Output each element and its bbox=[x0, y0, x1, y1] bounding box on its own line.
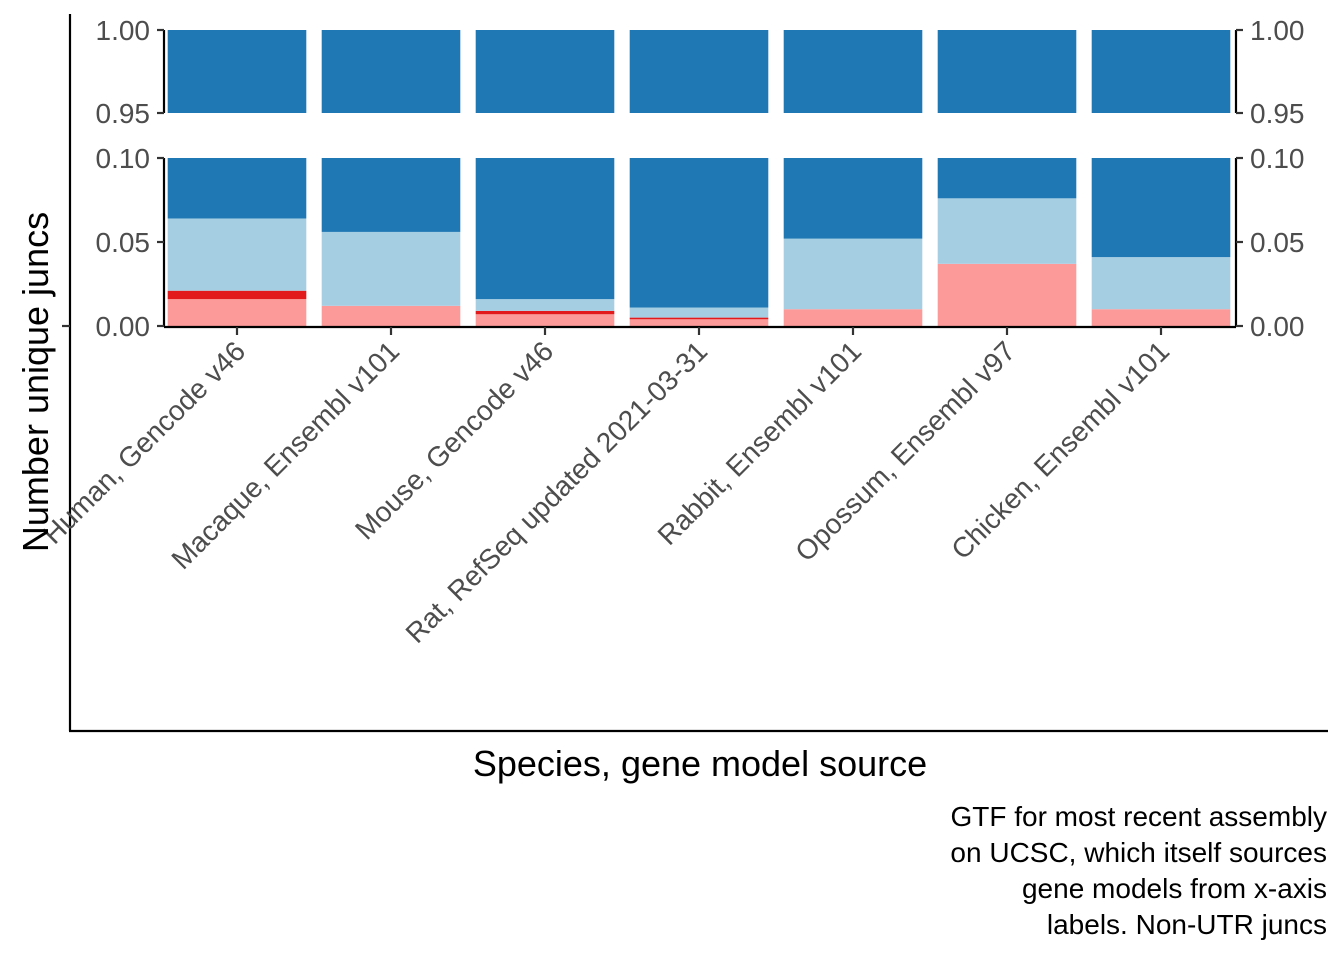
caption-line-1: GTF for most recent assembly bbox=[950, 801, 1327, 832]
y-tick-label-left-p2-2: 0.10 bbox=[96, 143, 151, 174]
axes-layer bbox=[62, 14, 1328, 733]
bar-segment-2-s3-p2 bbox=[321, 231, 461, 306]
x-tick-label-4: Rat, RefSeq updated 2021-03-31 bbox=[400, 335, 714, 649]
bar-segment-5-s1-p2 bbox=[783, 309, 923, 326]
bar-segment-6-s3-p2 bbox=[937, 198, 1077, 264]
y-tick-label-right-p2-1: 0.05 bbox=[1250, 227, 1305, 258]
y-axis-title: Number unique juncs bbox=[15, 212, 56, 552]
y-tick-label-right-p1-0: 0.95 bbox=[1250, 98, 1305, 129]
bar-segment-3-s1-p2 bbox=[475, 314, 615, 326]
bar-segment-3-s4-p1 bbox=[475, 30, 615, 113]
y-tick-label-left-p1-1: 1.00 bbox=[96, 15, 151, 46]
bar-segment-4-s4-p1 bbox=[629, 30, 769, 113]
bar-segment-1-s4-p2 bbox=[167, 158, 307, 219]
bar-segment-1-s1-p2 bbox=[167, 299, 307, 326]
bar-segment-4-s4-p2 bbox=[629, 158, 769, 308]
y-tick-label-left-p1-0: 0.95 bbox=[96, 98, 151, 129]
y-tick-label-right-p1-1: 1.00 bbox=[1250, 15, 1305, 46]
bar-segment-3-s4-p2 bbox=[475, 158, 615, 300]
caption-line-4: labels. Non-UTR juncs bbox=[1047, 909, 1327, 940]
bar-segment-7-s4-p2 bbox=[1091, 158, 1231, 258]
bar-segment-4-s1-p2 bbox=[629, 319, 769, 326]
caption-line-2: on UCSC, which itself sources bbox=[950, 837, 1327, 868]
bar-segment-7-s1-p2 bbox=[1091, 309, 1231, 326]
bar-segment-6-s1-p2 bbox=[937, 263, 1077, 326]
bar-segment-7-s4-p1 bbox=[1091, 30, 1231, 113]
y-tick-label-left-p2-1: 0.05 bbox=[96, 227, 151, 258]
bar-segment-3-s3-p2 bbox=[475, 299, 615, 311]
bar-segment-4-s3-p2 bbox=[629, 307, 769, 318]
bar-segment-2-s1-p2 bbox=[321, 305, 461, 326]
bar-segment-2-s4-p2 bbox=[321, 158, 461, 232]
bar-segment-5-s4-p1 bbox=[783, 30, 923, 113]
bar-segment-7-s3-p2 bbox=[1091, 257, 1231, 310]
caption-line-3: gene models from x-axis bbox=[1022, 873, 1327, 904]
bars-layer bbox=[167, 30, 1231, 326]
bar-segment-1-s2-p2 bbox=[167, 290, 307, 300]
bar-segment-4-s2-p2 bbox=[629, 317, 769, 320]
y-tick-label-left-p2-0: 0.00 bbox=[96, 311, 151, 342]
bar-segment-6-s4-p2 bbox=[937, 158, 1077, 199]
bar-segment-1-s3-p2 bbox=[167, 218, 307, 291]
caption: GTF for most recent assembly on UCSC, whi… bbox=[950, 801, 1327, 940]
bar-segment-6-s4-p1 bbox=[937, 30, 1077, 113]
y-tick-label-right-p2-0: 0.00 bbox=[1250, 311, 1305, 342]
bar-segment-5-s4-p2 bbox=[783, 158, 923, 239]
bar-segment-2-s4-p1 bbox=[321, 30, 461, 113]
bar-segment-1-s4-p1 bbox=[167, 30, 307, 113]
bar-segment-5-s3-p2 bbox=[783, 238, 923, 310]
bar-segment-3-s2-p2 bbox=[475, 310, 615, 315]
x-axis-title: Species, gene model source bbox=[473, 743, 927, 784]
y-tick-label-right-p2-2: 0.10 bbox=[1250, 143, 1305, 174]
